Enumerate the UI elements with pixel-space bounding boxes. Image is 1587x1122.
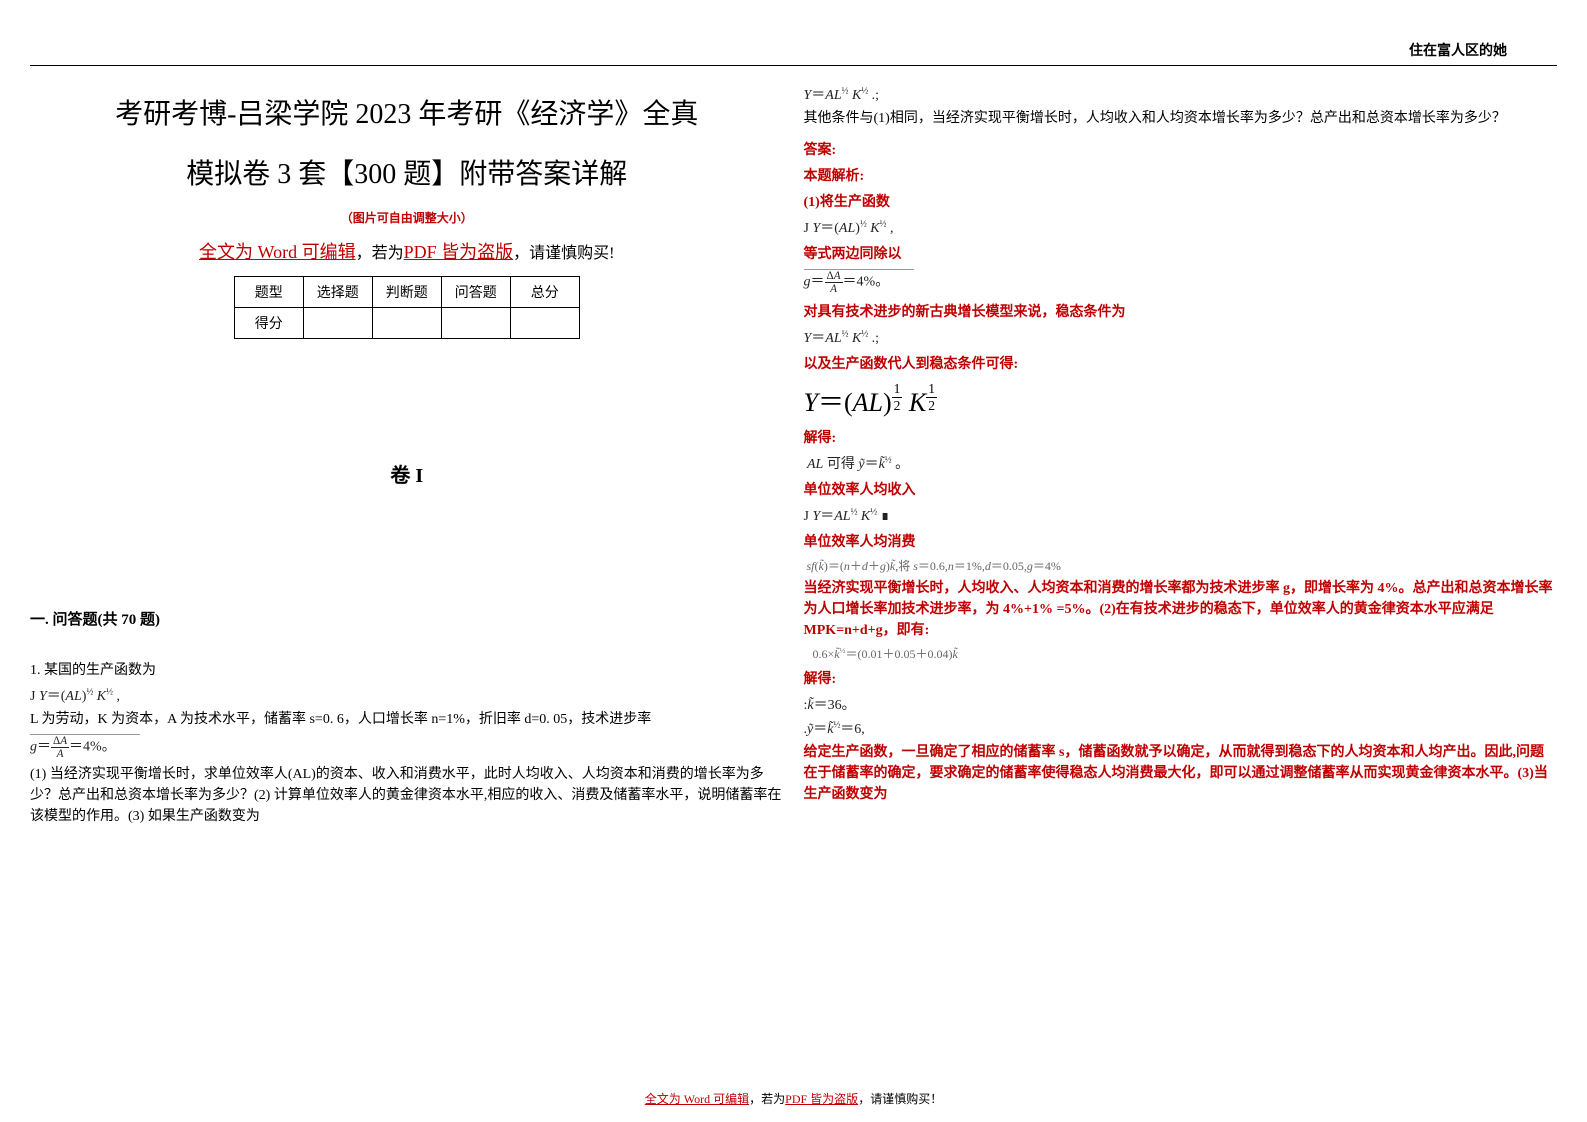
para-savings-rate: 给定生产函数，一旦确定了相应的储蓄率 s，储蓄函数就予以确定，从而就得到稳态下的… — [804, 742, 1558, 805]
page-header-author: 住在富人区的她 — [1409, 40, 1507, 60]
formula-unit-income: J Y＝AL½ K½ ∎ — [804, 505, 1558, 525]
formula-large-main: Y＝(AL)12 K12 — [804, 381, 1558, 419]
red-solve-1: 解得: — [804, 427, 1558, 447]
th-total: 总分 — [510, 276, 579, 307]
formula-al-ytilde: AL 可得 ỹ＝k̃½ 。 — [804, 453, 1558, 473]
red-unit-income: 单位效率人均收入 — [804, 479, 1558, 499]
footer-mid: ，若为 — [749, 1092, 785, 1106]
question-1-number: 1. 某国的生产函数为 — [30, 659, 784, 679]
question-1-subparts: (1) 当经济实现平衡增长时，求单位效率人(AL)的资本、收入和消费水平，此时人… — [30, 764, 784, 827]
para-growth-explanation: 当经济实现平衡增长时，人均收入、人均资本和消费的增长率都为技术进步率 g，即增长… — [804, 578, 1558, 641]
formula-production-fn: J Y＝(AL)½ K½ , — [30, 685, 784, 705]
th-choice: 选择题 — [303, 276, 372, 307]
volume-label: 卷 I — [30, 459, 784, 488]
answer-label: 答案: — [804, 139, 1558, 159]
section-heading: 一. 问答题(共 70 题) — [30, 608, 784, 629]
header-divider — [30, 65, 1557, 66]
two-column-layout: 考研考博-吕梁学院 2023 年考研《经济学》全真 模拟卷 3 套【300 题】… — [0, 0, 1587, 831]
score-table: 题型 选择题 判断题 问答题 总分 得分 — [234, 276, 580, 339]
red-substitute: 以及生产函数代人到稳态条件可得: — [804, 353, 1558, 373]
red-steady-state: 对具有技术进步的新古典增长模型来说，稳态条件为 — [804, 301, 1558, 321]
formula-growth-rate: g＝ΔAA＝4%。 — [30, 734, 140, 760]
formula-06k: 0.6×k̃½＝(0.01＋0.05＋0.04)k̃ — [804, 645, 1558, 662]
footer-pdf-text: PDF 皆为盗版 — [785, 1092, 858, 1106]
page-footer: 全文为 Word 可编辑，若为PDF 皆为盗版，请谨慎购买！ — [0, 1090, 1587, 1107]
right-column: Y＝AL½ K½ .; 其他条件与(1)相同，当经济实现平衡增长时，人均收入和人… — [804, 80, 1558, 831]
formula-y-alk: Y＝AL½ K½ .; — [804, 327, 1558, 347]
formula-y6: .ỹ＝k̃½＝6, — [804, 718, 1558, 738]
th-judge: 判断题 — [372, 276, 441, 307]
formula-step1: J Y＝(AL)½ K½ , — [804, 217, 1558, 237]
th-type: 题型 — [234, 276, 303, 307]
image-resize-note: （图片可自由调整大小） — [30, 209, 784, 226]
formula-g-again: g＝ΔAA＝4%。 — [804, 269, 914, 295]
question-continuation: 其他条件与(1)相同，当经济实现平衡增长时，人均收入和人均资本增长率为多少？总产… — [804, 108, 1558, 129]
red-divide-both: 等式两边同除以 — [804, 243, 1558, 263]
document-title-line1: 考研考博-吕梁学院 2023 年考研《经济学》全真 — [30, 90, 784, 140]
cell-empty — [303, 307, 372, 338]
cell-empty — [372, 307, 441, 338]
footer-tail: ，请谨慎购买！ — [858, 1092, 942, 1106]
step-1: (1)将生产函数 — [804, 191, 1558, 211]
left-column: 考研考博-吕梁学院 2023 年考研《经济学》全真 模拟卷 3 套【300 题】… — [30, 80, 784, 831]
word-editable-text: 全文为 Word 可编辑 — [199, 242, 356, 262]
footer-word-text: 全文为 Word 可编辑 — [645, 1092, 749, 1106]
formula-alt-production: Y＝AL½ K½ .; — [804, 84, 1558, 104]
cell-empty — [510, 307, 579, 338]
document-title-line2: 模拟卷 3 套【300 题】附带答案详解 — [30, 150, 784, 200]
row-label-score: 得分 — [234, 307, 303, 338]
warning-mid: ，若为 — [356, 245, 404, 262]
formula-k36: :k̃＝36。 — [804, 694, 1558, 714]
editable-warning-line: 全文为 Word 可编辑，若为PDF 皆为盗版，请谨慎购买! — [30, 238, 784, 264]
th-answer: 问答题 — [441, 276, 510, 307]
warning-tail: ，请谨慎购买! — [513, 245, 614, 262]
pdf-pirate-text: PDF 皆为盗版 — [404, 242, 514, 262]
red-unit-consumption: 单位效率人均消费 — [804, 531, 1558, 551]
table-header-row: 题型 选择题 判断题 问答题 总分 — [234, 276, 579, 307]
question-1-params: L 为劳动，K 为资本，A 为技术水平，储蓄率 s=0. 6，人口增长率 n=1… — [30, 709, 784, 730]
table-score-row: 得分 — [234, 307, 579, 338]
formula-sf-k: sf(k̃)＝(n＋d＋g)k̃,将 s＝0.6,n＝1%,d＝0.05,g＝4… — [804, 557, 1558, 574]
red-solve-2: 解得: — [804, 668, 1558, 688]
analysis-label: 本题解析: — [804, 165, 1558, 185]
cell-empty — [441, 307, 510, 338]
